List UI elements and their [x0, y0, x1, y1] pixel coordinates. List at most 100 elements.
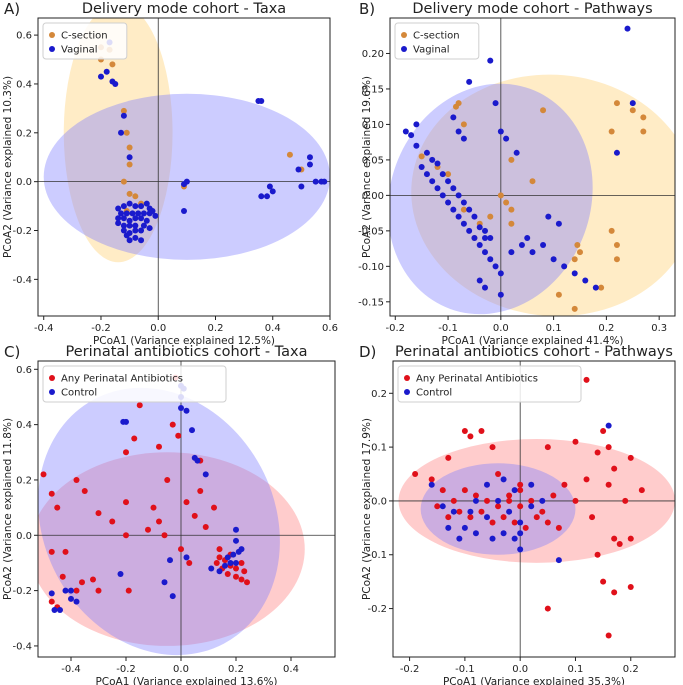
data-point-1 [224, 554, 231, 561]
y-axis-label: PCoA2 (Variance explained 11.8%) [2, 418, 14, 600]
x-tick-label: 0.2 [228, 664, 244, 675]
data-point-0 [186, 559, 193, 566]
data-point-0 [600, 427, 607, 434]
data-point-1 [455, 192, 462, 199]
data-point-0 [489, 444, 496, 451]
x-tick-label: 0.6 [322, 323, 338, 334]
x-tick-label: 0.0 [512, 664, 528, 675]
data-point-0 [517, 487, 524, 494]
data-point-0 [81, 488, 88, 495]
data-point-0 [539, 508, 546, 515]
data-point-0 [191, 512, 198, 519]
data-point-0 [500, 514, 507, 521]
data-point-0 [495, 471, 502, 478]
data-point-0 [136, 402, 143, 409]
data-point-1 [208, 565, 215, 572]
data-point-1 [138, 203, 145, 210]
legend-marker [49, 46, 55, 52]
legend-box [394, 22, 480, 60]
data-point-0 [611, 465, 618, 472]
data-point-0 [598, 284, 605, 291]
panel-letter: D) [359, 343, 376, 361]
data-point-1 [321, 178, 328, 185]
data-point-0 [95, 587, 102, 594]
data-point-1 [73, 598, 80, 605]
data-point-0 [544, 519, 551, 526]
data-point-0 [434, 503, 441, 510]
y-tick-label: 0.2 [16, 128, 32, 139]
data-point-1 [132, 227, 139, 234]
legend: C-section Vaginal [42, 22, 128, 60]
data-point-1 [258, 193, 265, 200]
data-point-1 [472, 497, 479, 504]
data-point-0 [600, 578, 607, 585]
x-tick-label: 0.0 [493, 323, 509, 334]
data-point-1 [517, 530, 524, 537]
data-point-0 [48, 598, 55, 605]
x-tick-label: 0.0 [173, 664, 189, 675]
data-point-1 [132, 215, 139, 222]
data-point-0 [638, 487, 645, 494]
data-point-1 [482, 234, 488, 241]
data-point-0 [508, 220, 515, 227]
legend-label: Control [416, 388, 452, 399]
data-point-0 [161, 532, 168, 539]
data-point-1 [143, 200, 150, 207]
data-point-1 [202, 471, 209, 478]
data-point-1 [613, 149, 620, 156]
x-axis-label: PCoA1 (Variance explained 41.4%) [441, 335, 623, 347]
data-point-1 [466, 206, 473, 213]
data-point-1 [629, 100, 636, 107]
legend-label: C-section [61, 31, 108, 42]
data-point-0 [54, 504, 61, 511]
data-point-1 [97, 73, 104, 80]
data-point-1 [138, 227, 145, 234]
data-point-0 [611, 589, 618, 596]
data-point-0 [183, 499, 190, 506]
chart-title: Perinatal antibiotics cohort - Pathways [395, 344, 673, 360]
data-point-0 [233, 565, 239, 572]
data-point-1 [528, 481, 535, 488]
y-tick-label: 0.1 [371, 443, 387, 454]
chart-title: Delivery mode cohort - Pathways [412, 1, 652, 17]
data-point-1 [118, 210, 125, 217]
data-point-1 [497, 270, 504, 277]
data-point-1 [120, 203, 127, 210]
data-point-1 [112, 80, 119, 87]
data-point-0 [286, 151, 293, 158]
data-point-0 [244, 579, 250, 586]
data-point-1 [513, 149, 520, 156]
y-tick-label: 0.4 [16, 420, 32, 431]
data-point-1 [540, 242, 547, 249]
panel-a: A) Delivery mode cohort - Taxa -0.4 -0.2 0.0… [2, 0, 338, 347]
panel-d: D) Perinatal antibiotics cohort - Pathway… [359, 343, 676, 685]
data-point-1 [183, 554, 190, 561]
data-point-1 [123, 232, 130, 239]
data-point-0 [95, 510, 102, 517]
data-point-1 [126, 222, 133, 229]
legend-marker [49, 375, 55, 381]
data-point-1 [120, 215, 127, 222]
data-point-1 [484, 481, 490, 488]
data-point-1 [508, 249, 515, 256]
data-point-1 [227, 559, 234, 566]
data-point-0 [627, 535, 634, 542]
data-point-0 [109, 61, 116, 68]
data-point-0 [123, 129, 130, 136]
data-point-0 [216, 554, 223, 561]
data-point-0 [506, 492, 513, 499]
data-point-0 [238, 559, 245, 566]
data-point-1 [624, 25, 631, 32]
y-tick-label: -0.10 [358, 262, 384, 273]
data-point-0 [178, 546, 184, 553]
data-point-1 [264, 193, 271, 200]
y-tick-label: 0.05 [362, 155, 384, 166]
data-point-0 [583, 476, 590, 483]
data-point-1 [269, 188, 276, 195]
legend-marker [401, 46, 407, 52]
legend: Any Perinatal Antibiotics Control [397, 365, 582, 403]
legend-label: Vaginal [61, 45, 98, 56]
data-point-0 [79, 579, 85, 586]
data-point-1 [233, 526, 239, 533]
data-point-1 [138, 237, 145, 244]
